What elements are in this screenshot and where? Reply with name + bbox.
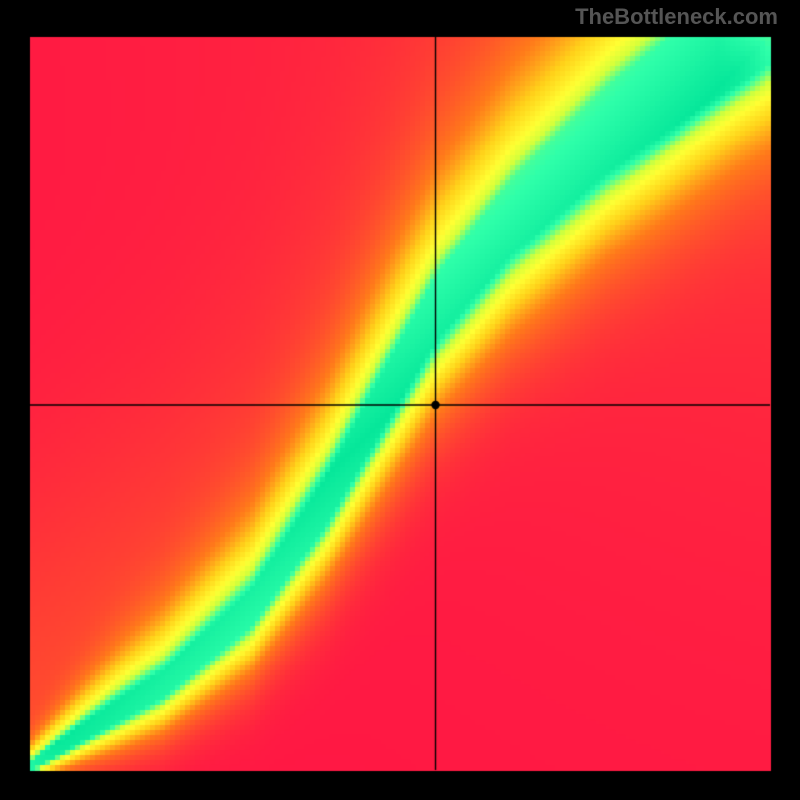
- watermark-text: TheBottleneck.com: [575, 4, 778, 30]
- heatmap-canvas: [0, 0, 800, 800]
- chart-container: TheBottleneck.com: [0, 0, 800, 800]
